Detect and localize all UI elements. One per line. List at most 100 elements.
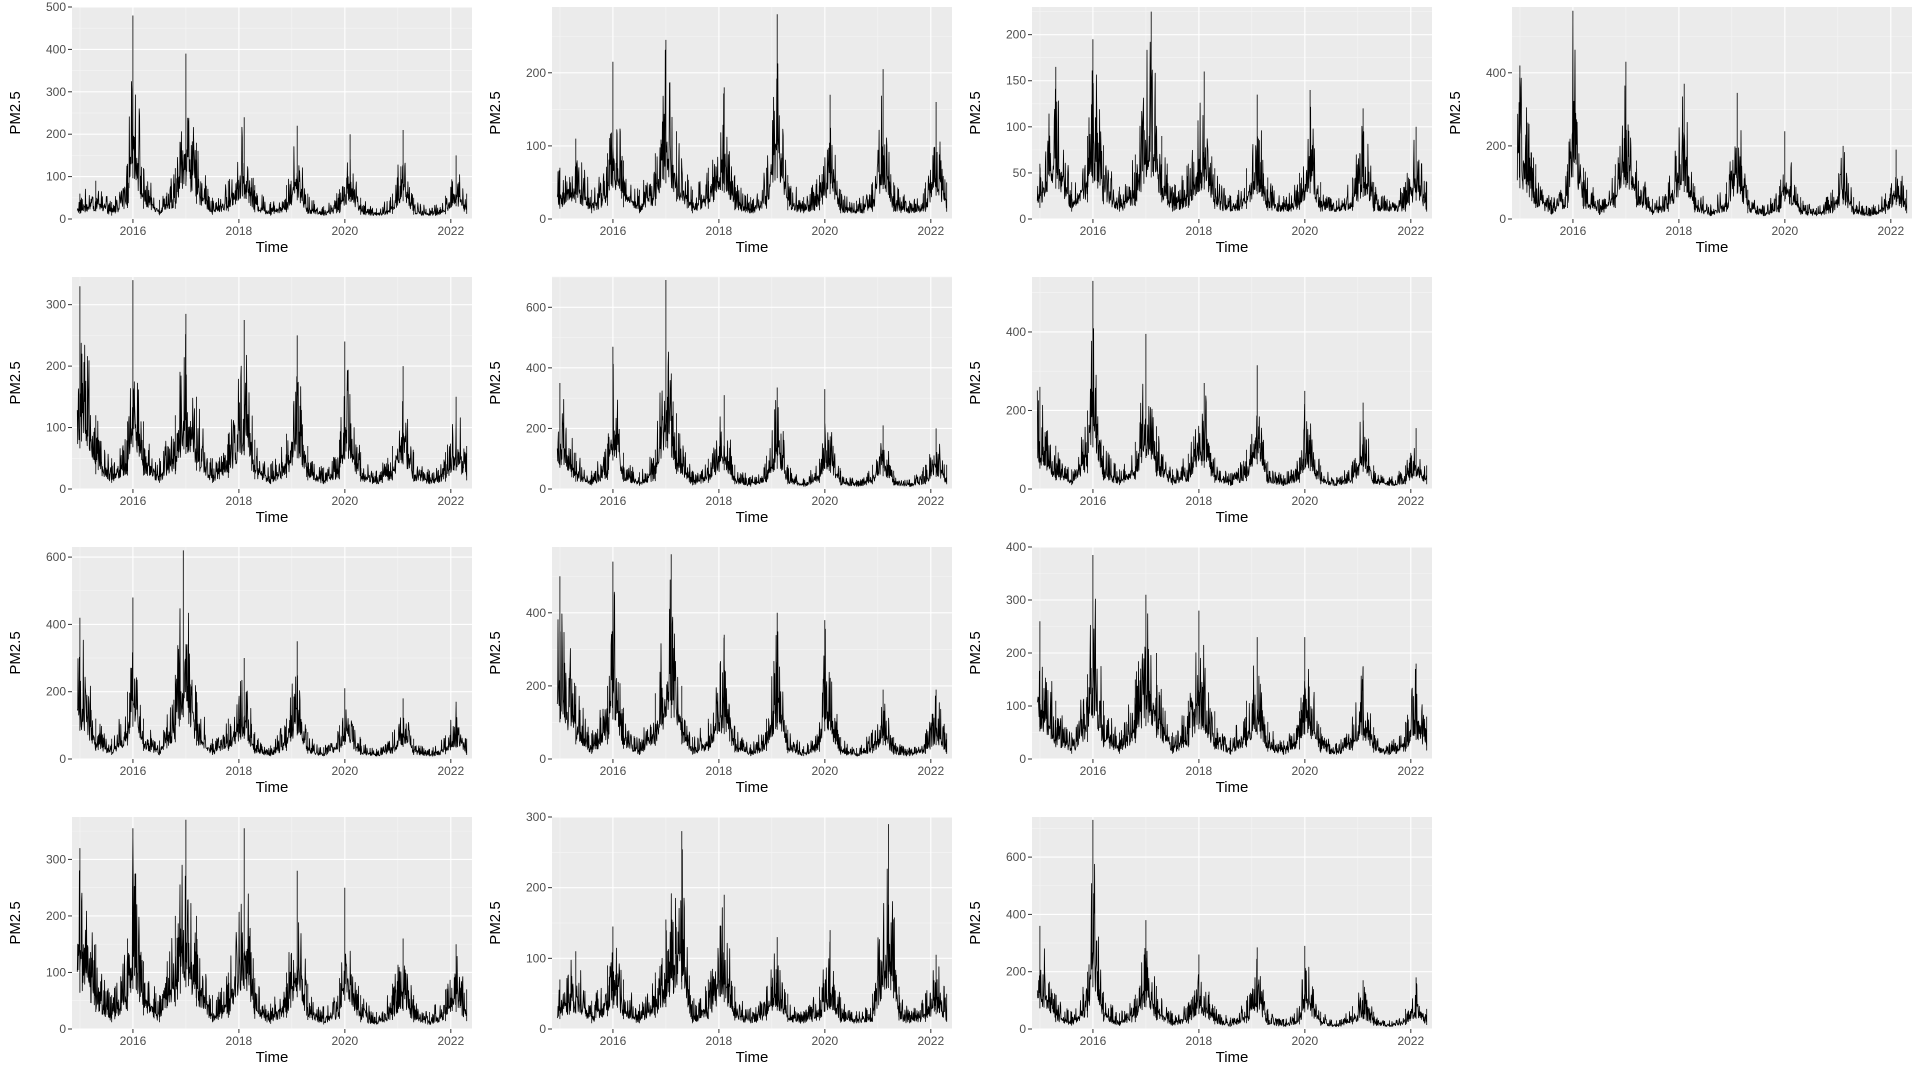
panel-8: 2016 2018 2020 2022 0 200 400 600 Time PM2.5 [7, 547, 472, 796]
y-axis-title: PM2.5 [967, 361, 984, 404]
y-tick-label: 0 [59, 752, 66, 766]
y-axis-title: PM2.5 [7, 901, 24, 944]
x-tick-label: 2022 [1397, 764, 1424, 778]
panel-background [72, 277, 472, 489]
y-axis-title: PM2.5 [967, 631, 984, 674]
x-tick-label: 2018 [1186, 224, 1213, 238]
y-axis-title: PM2.5 [7, 361, 24, 404]
x-tick-label: 2016 [120, 224, 147, 238]
x-tick-label: 2022 [1397, 494, 1424, 508]
x-tick-label: 2020 [331, 1034, 358, 1048]
x-tick-label: 2018 [226, 494, 253, 508]
x-tick-label: 2020 [1291, 494, 1318, 508]
y-tick-label: 0 [1019, 212, 1026, 226]
y-tick-label: 200 [526, 679, 546, 693]
x-tick-label: 2016 [600, 494, 627, 508]
panel-12: 2016 2018 2020 2022 0 100 200 300 Time PM2.5 [487, 810, 952, 1066]
x-tick-label: 2020 [811, 764, 838, 778]
y-tick-label: 200 [46, 685, 66, 699]
y-tick-label: 0 [539, 1022, 546, 1036]
panel-6: 2016 2018 2020 2022 0 200 400 600 Time PM2.5 [487, 276, 952, 526]
pm25-series-line [76, 280, 468, 485]
y-tick-label: 0 [1019, 1022, 1026, 1036]
y-tick-label: 600 [526, 300, 546, 314]
y-tick-label: 400 [1006, 325, 1026, 339]
pm25-series-line [556, 14, 948, 214]
pm25-series-line [1036, 280, 1428, 487]
panel-7: 2016 2018 2020 2022 0 200 400 Time PM2.5 [967, 277, 1432, 526]
y-tick-label: 300 [46, 852, 66, 866]
x-tick-label: 2018 [1186, 764, 1213, 778]
pm25-series-line [556, 280, 948, 487]
x-axis-title: Time [256, 239, 289, 256]
pm25-series-line [1036, 819, 1428, 1027]
x-tick-label: 2016 [600, 224, 627, 238]
y-tick-label: 200 [526, 881, 546, 895]
x-axis-title: Time [256, 1049, 289, 1066]
y-tick-label: 200 [1006, 646, 1026, 660]
x-axis-title: Time [1696, 239, 1729, 256]
y-tick-label: 0 [59, 482, 66, 496]
y-tick-label: 300 [526, 810, 546, 824]
panel-2: 2016 2018 2020 2022 0 100 200 Time PM2.5 [487, 7, 952, 256]
x-tick-label: 2022 [437, 224, 464, 238]
x-tick-label: 2016 [1560, 224, 1587, 238]
x-tick-label: 2020 [331, 764, 358, 778]
y-tick-label: 150 [1006, 74, 1026, 88]
y-tick-label: 100 [526, 951, 546, 965]
y-tick-label: 200 [1006, 403, 1026, 417]
panel-background [552, 277, 952, 489]
y-tick-label: 200 [1486, 139, 1506, 153]
y-tick-label: 300 [46, 298, 66, 312]
y-tick-label: 100 [46, 421, 66, 435]
x-tick-label: 2022 [917, 1034, 944, 1048]
y-tick-label: 0 [59, 1022, 66, 1036]
y-tick-label: 0 [539, 212, 546, 226]
x-axis-title: Time [1216, 509, 1249, 526]
x-axis-title: Time [736, 779, 769, 796]
x-tick-label: 2020 [811, 1034, 838, 1048]
x-tick-label: 2018 [226, 1034, 253, 1048]
y-tick-label: 500 [46, 0, 66, 14]
y-axis-title: PM2.5 [487, 631, 504, 674]
y-tick-label: 600 [46, 550, 66, 564]
y-axis-title: PM2.5 [7, 91, 24, 134]
y-tick-label: 50 [1013, 166, 1027, 180]
x-tick-label: 2020 [811, 224, 838, 238]
y-tick-label: 400 [526, 361, 546, 375]
y-tick-label: 400 [46, 42, 66, 56]
x-tick-label: 2016 [1080, 224, 1107, 238]
x-axis-title: Time [1216, 239, 1249, 256]
pm25-series-line [1036, 555, 1428, 755]
panel-11: 2016 2018 2020 2022 0 100 200 300 Time PM2.5 [7, 817, 472, 1066]
y-axis-title: PM2.5 [7, 631, 24, 674]
x-tick-label: 2020 [811, 494, 838, 508]
y-tick-label: 400 [1006, 907, 1026, 921]
x-tick-label: 2022 [437, 764, 464, 778]
x-tick-label: 2022 [917, 494, 944, 508]
x-tick-label: 2016 [120, 764, 147, 778]
x-tick-label: 2020 [1771, 224, 1798, 238]
panel-background [1512, 7, 1912, 219]
x-axis-title: Time [736, 239, 769, 256]
y-tick-label: 200 [1006, 28, 1026, 42]
y-tick-label: 100 [1006, 699, 1026, 713]
pm25-series-line [76, 15, 468, 216]
x-tick-label: 2016 [600, 1034, 627, 1048]
panel-1: 2016 2018 2020 2022 0 100 200 300 400 500 Time PM2.… [7, 0, 472, 256]
y-tick-label: 200 [526, 421, 546, 435]
pm25-series-line [1516, 10, 1908, 217]
x-tick-label: 2018 [706, 1034, 733, 1048]
panel-9: 2016 2018 2020 2022 0 200 400 Time PM2.5 [487, 547, 952, 796]
panel-10: 2016 2018 2020 2022 0 100 200 300 400 Time PM2.5 [967, 540, 1432, 796]
panel-13: 2016 2018 2020 2022 0 200 400 600 Time PM2.5 [967, 817, 1432, 1066]
x-tick-label: 2016 [1080, 494, 1107, 508]
y-tick-label: 300 [1006, 593, 1026, 607]
y-tick-label: 0 [1019, 482, 1026, 496]
x-axis-title: Time [736, 509, 769, 526]
pm25-series-line [1036, 11, 1428, 212]
y-tick-label: 300 [46, 85, 66, 99]
x-tick-label: 2022 [1397, 1034, 1424, 1048]
y-tick-label: 400 [1006, 540, 1026, 554]
